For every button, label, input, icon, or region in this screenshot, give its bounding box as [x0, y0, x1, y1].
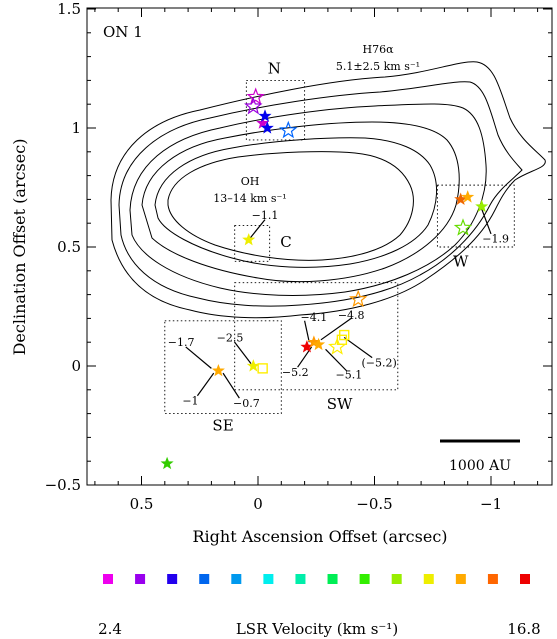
colorbar	[103, 574, 530, 584]
h76a-velocity: 5.1±2.5 km s⁻¹	[336, 60, 420, 73]
y-ticks: −0.5 0 0.5 1 1.5	[45, 0, 552, 494]
maser-velocity-label: (−5.2)	[362, 356, 397, 369]
continuum-contours	[110, 61, 546, 319]
maser-arrow	[320, 317, 352, 341]
region-label-n: N	[268, 60, 281, 78]
maser-velocity-label: −4.1	[301, 311, 328, 324]
maser-spot	[475, 199, 489, 213]
region-labels: N C W SW SE	[212, 60, 469, 435]
maser-velocity-label: −1	[182, 395, 198, 408]
maser-spot	[244, 96, 263, 115]
maser-spot	[312, 337, 326, 351]
region-box-w	[436, 184, 515, 248]
colorbar-min-label: 2.4	[98, 620, 122, 638]
maser-velocity-label: −5.1	[336, 368, 363, 381]
y-axis-label: Declination Offset (arcsec)	[10, 139, 29, 356]
chart-title: ON 1	[103, 23, 143, 41]
colorbar-swatch	[295, 574, 306, 584]
region-label-w: W	[453, 252, 469, 270]
maser-labels: −1.1 −1.9 −4.1 −4.8 −5.2 −5.1(−5.2) −1.7 −2.5 −1…	[168, 209, 509, 410]
region-label-c: C	[280, 233, 291, 251]
region-box-c	[234, 225, 271, 262]
maser-arrow	[343, 336, 373, 359]
maser-spot	[242, 233, 256, 246]
x-tick-label: 0	[253, 495, 263, 513]
region-box-n	[245, 79, 306, 141]
colorbar-swatch	[327, 574, 338, 584]
maser-arrow	[196, 372, 215, 397]
contour-level-6	[167, 151, 414, 261]
maser-velocity-label: −2.5	[217, 331, 244, 344]
region-box-sw	[234, 282, 399, 391]
colorbar-swatch	[263, 574, 274, 584]
maser-spot	[258, 109, 272, 122]
oh-velocity: 13–14 km s⁻¹	[213, 192, 286, 205]
colorbar-label: LSR Velocity (km s⁻¹)	[236, 620, 398, 638]
h76a-label: H76α	[362, 43, 394, 56]
maser-velocity-label: −0.7	[233, 397, 260, 410]
maser-arrow	[304, 320, 310, 343]
region-box-se	[164, 320, 282, 415]
contour-level-4	[141, 121, 460, 283]
y-tick-label: −0.5	[45, 476, 81, 494]
maser-velocity-label: −1.1	[252, 209, 279, 222]
maser-arrow	[234, 341, 252, 364]
maser-arrow	[325, 348, 347, 372]
contour-level-1	[110, 61, 546, 319]
maser-spot	[327, 337, 347, 355]
colorbar-swatch	[135, 574, 146, 584]
x-tick-label: 0.5	[130, 495, 154, 513]
region-boxes	[164, 79, 515, 415]
maser-velocity-label: −5.2	[282, 366, 309, 379]
maser-spot	[339, 329, 350, 341]
maser-spot	[453, 218, 473, 236]
colorbar-swatch	[199, 574, 210, 584]
maser-velocity-label: −1.9	[482, 233, 509, 246]
maser-spot	[246, 87, 265, 105]
x-tick-label: −1	[480, 495, 502, 513]
colorbar-swatch	[455, 574, 466, 584]
y-tick-label: 0	[71, 357, 81, 375]
y-tick-label: 0.5	[57, 238, 81, 256]
maser-spot	[260, 121, 274, 134]
colorbar-max-label: 16.8	[507, 620, 540, 638]
y-tick-label: 1.5	[57, 0, 81, 18]
maser-spot	[279, 120, 298, 139]
maser-arrow	[222, 372, 240, 399]
contour-level-3	[129, 103, 487, 296]
plot-frame	[86, 7, 553, 486]
colorbar-swatch	[520, 574, 530, 584]
colorbar-swatch	[359, 574, 370, 584]
x-axis-label: Right Ascension Offset (arcsec)	[192, 527, 447, 546]
maser-velocity-label: −1.7	[168, 336, 195, 349]
maser-spot	[211, 363, 225, 377]
colorbar-swatch	[103, 574, 113, 584]
colorbar-swatch	[423, 574, 434, 584]
colorbar-swatch	[391, 574, 402, 584]
maser-spot	[257, 363, 268, 374]
maser-arrow	[248, 219, 266, 241]
maser-spot	[348, 289, 368, 308]
oh-label: OH	[241, 175, 260, 188]
x-tick-label: −0.5	[356, 495, 392, 513]
contour-level-5	[154, 137, 438, 268]
maser-spot	[461, 190, 475, 203]
contour-level-2	[118, 81, 523, 307]
y-tick-label: 1	[71, 119, 81, 137]
region-label-se: SE	[212, 417, 233, 435]
region-label-sw: SW	[327, 395, 353, 413]
maser-velocity-label: −4.8	[338, 309, 365, 322]
maser-spot	[160, 456, 174, 470]
maser-markers	[160, 87, 489, 470]
colorbar-swatch	[231, 574, 242, 584]
colorbar-swatch	[167, 574, 178, 584]
x-ticks: 0.5 0 −0.5 −1	[94, 8, 539, 513]
maser-arrow	[185, 346, 212, 369]
scale-bar-label: 1000 AU	[449, 458, 511, 474]
maser-arrow	[481, 208, 492, 235]
colorbar-swatch	[487, 574, 498, 584]
